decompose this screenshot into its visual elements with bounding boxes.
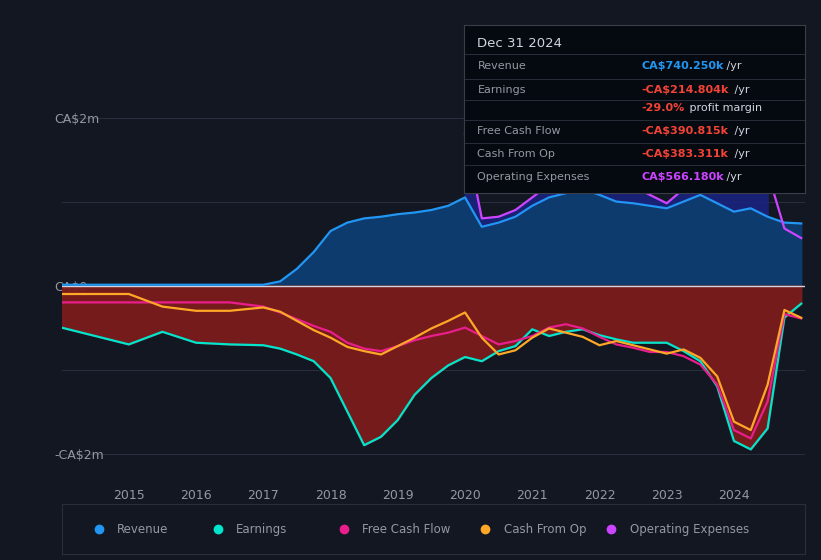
Text: Earnings: Earnings: [236, 522, 287, 536]
Text: Dec 31 2024: Dec 31 2024: [478, 37, 562, 50]
Text: Free Cash Flow: Free Cash Flow: [363, 522, 451, 536]
Text: Revenue: Revenue: [117, 522, 168, 536]
Text: /yr: /yr: [723, 172, 742, 182]
Text: /yr: /yr: [723, 62, 742, 71]
Text: profit margin: profit margin: [686, 104, 762, 113]
Text: -CA$390.815k: -CA$390.815k: [641, 126, 728, 136]
Text: Free Cash Flow: Free Cash Flow: [478, 126, 561, 136]
Text: /yr: /yr: [731, 85, 750, 95]
Text: Cash From Op: Cash From Op: [503, 522, 586, 536]
Text: Cash From Op: Cash From Op: [478, 149, 555, 158]
Text: Earnings: Earnings: [478, 85, 526, 95]
Text: Revenue: Revenue: [478, 62, 526, 71]
Text: -CA$383.311k: -CA$383.311k: [641, 149, 728, 158]
Text: /yr: /yr: [731, 126, 750, 136]
Text: -CA$214.804k: -CA$214.804k: [641, 85, 728, 95]
Text: -29.0%: -29.0%: [641, 104, 684, 113]
Text: Operating Expenses: Operating Expenses: [630, 522, 750, 536]
Text: CA$566.180k: CA$566.180k: [641, 172, 723, 182]
Text: Operating Expenses: Operating Expenses: [478, 172, 589, 182]
Text: CA$740.250k: CA$740.250k: [641, 62, 723, 71]
Text: /yr: /yr: [731, 149, 750, 158]
